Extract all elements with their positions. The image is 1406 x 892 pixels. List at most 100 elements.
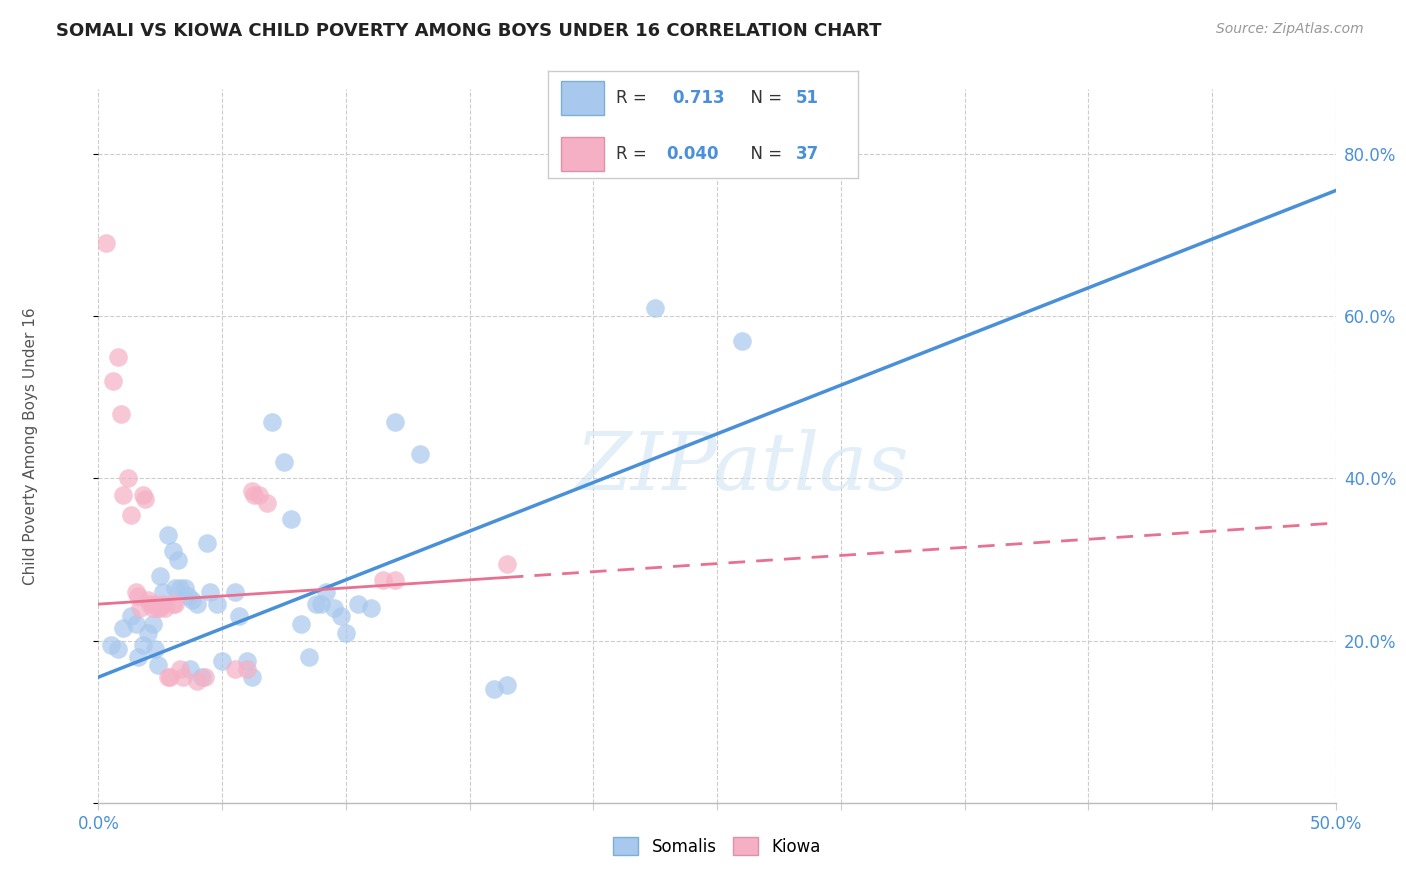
Point: [142, 617, 165, 632]
Point: [309, 597, 332, 611]
Point: [124, 617, 146, 632]
Point: [290, 617, 312, 632]
Point: [243, 488, 266, 502]
Point: [149, 568, 172, 582]
Point: [172, 670, 194, 684]
Point: [240, 670, 263, 684]
Point: [495, 678, 517, 692]
Point: [165, 597, 187, 611]
Point: [371, 573, 394, 587]
Point: [132, 638, 155, 652]
Text: ZIPatlas: ZIPatlas: [575, 429, 908, 506]
Point: [305, 597, 328, 611]
Point: [191, 670, 214, 684]
Point: [169, 581, 191, 595]
Text: 37: 37: [796, 145, 820, 162]
Point: [335, 625, 357, 640]
Text: 51: 51: [796, 89, 818, 107]
Point: [162, 597, 184, 611]
Point: [112, 622, 135, 636]
Point: [159, 670, 181, 684]
Point: [110, 407, 132, 421]
Point: [186, 597, 208, 611]
Point: [169, 662, 191, 676]
Text: Child Poverty Among Boys Under 16: Child Poverty Among Boys Under 16: [24, 307, 38, 585]
Point: [136, 625, 159, 640]
Point: [103, 374, 125, 388]
Point: [124, 585, 146, 599]
Point: [132, 488, 155, 502]
Point: [186, 674, 208, 689]
Point: [347, 597, 370, 611]
Point: [194, 670, 217, 684]
Point: [152, 585, 174, 599]
Text: 0.040: 0.040: [666, 145, 718, 162]
Point: [165, 581, 187, 595]
Point: [205, 597, 228, 611]
Point: [142, 601, 165, 615]
Text: Source: ZipAtlas.com: Source: ZipAtlas.com: [1216, 22, 1364, 37]
Text: N =: N =: [740, 89, 787, 107]
Point: [731, 334, 754, 348]
Point: [181, 593, 204, 607]
Point: [94, 236, 117, 251]
Point: [146, 657, 169, 672]
Point: [174, 581, 197, 595]
Point: [195, 536, 218, 550]
Point: [112, 488, 135, 502]
Point: [176, 589, 198, 603]
Point: [384, 415, 406, 429]
Point: [127, 649, 149, 664]
Point: [211, 654, 233, 668]
Point: [236, 662, 259, 676]
Text: R =: R =: [616, 145, 652, 162]
Text: 0.713: 0.713: [672, 89, 724, 107]
FancyBboxPatch shape: [561, 81, 605, 115]
Point: [224, 662, 246, 676]
Point: [143, 641, 166, 656]
Text: N =: N =: [740, 145, 787, 162]
Point: [146, 601, 169, 615]
Point: [156, 670, 179, 684]
Point: [143, 597, 166, 611]
Point: [179, 662, 201, 676]
Point: [236, 654, 259, 668]
Point: [139, 597, 162, 611]
Text: SOMALI VS KIOWA CHILD POVERTY AMONG BOYS UNDER 16 CORRELATION CHART: SOMALI VS KIOWA CHILD POVERTY AMONG BOYS…: [56, 22, 882, 40]
Point: [260, 415, 283, 429]
Point: [384, 573, 406, 587]
Point: [495, 557, 517, 571]
Point: [240, 483, 263, 498]
Point: [107, 350, 129, 364]
Point: [120, 609, 142, 624]
Point: [120, 508, 142, 522]
Point: [224, 585, 246, 599]
Point: [329, 609, 352, 624]
Point: [127, 589, 149, 603]
Point: [107, 641, 129, 656]
Point: [134, 491, 156, 506]
Point: [162, 544, 184, 558]
Point: [149, 601, 172, 615]
Point: [129, 601, 152, 615]
Point: [280, 512, 302, 526]
FancyBboxPatch shape: [561, 136, 605, 171]
Point: [273, 455, 295, 469]
Point: [166, 552, 188, 566]
Point: [298, 649, 321, 664]
Point: [360, 601, 382, 615]
Point: [322, 601, 344, 615]
Legend: Somalis, Kiowa: Somalis, Kiowa: [606, 830, 828, 863]
Point: [198, 585, 221, 599]
Point: [152, 597, 174, 611]
Text: R =: R =: [616, 89, 658, 107]
Point: [228, 609, 250, 624]
Point: [155, 601, 177, 615]
Point: [100, 638, 122, 652]
Point: [644, 301, 666, 315]
Point: [484, 682, 506, 697]
Point: [156, 528, 179, 542]
Point: [409, 447, 432, 461]
Point: [315, 585, 337, 599]
Point: [117, 471, 139, 485]
